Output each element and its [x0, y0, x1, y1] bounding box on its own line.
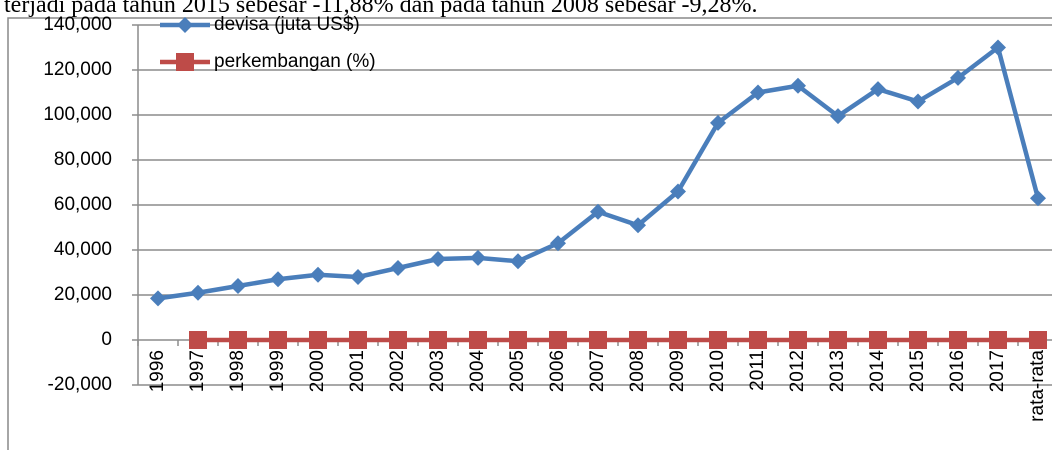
- legend-label: devisa (juta US$): [214, 14, 360, 35]
- y-tick-label: 0: [101, 329, 112, 350]
- point: [629, 331, 647, 349]
- point: [909, 331, 927, 349]
- point: [830, 108, 846, 125]
- point: [430, 251, 446, 267]
- series-line: [157, 45, 1041, 301]
- x-tick-label: 2012: [787, 350, 808, 392]
- point: [310, 266, 326, 283]
- x-tick-label: 2000: [307, 350, 328, 392]
- point: [509, 331, 527, 349]
- point: [630, 217, 646, 234]
- point: [750, 84, 766, 101]
- x-tick-label: 2002: [387, 350, 408, 392]
- x-tick-label: 2016: [947, 350, 968, 392]
- point: [1030, 190, 1046, 207]
- point: [429, 331, 447, 349]
- y-tick-label: 40,000: [54, 239, 112, 260]
- point: [710, 114, 726, 131]
- point: [950, 69, 966, 86]
- x-tick-label: 2010: [707, 350, 728, 392]
- x-tick-label: 2009: [667, 350, 688, 392]
- point: [749, 331, 767, 349]
- point: [190, 284, 206, 301]
- point: [989, 331, 1007, 349]
- point: [389, 331, 407, 349]
- point: [350, 269, 366, 285]
- point: [550, 235, 566, 252]
- x-tick-label: rata-rata: [1027, 350, 1048, 422]
- point: [230, 278, 246, 294]
- point: [270, 271, 286, 288]
- point: [349, 331, 367, 349]
- point: [469, 331, 487, 349]
- legend-label: perkembangan (%): [214, 51, 376, 72]
- y-tick-label: 80,000: [54, 149, 112, 170]
- x-tick-label: 2013: [827, 350, 848, 392]
- x-tick-label: 2011: [747, 350, 768, 391]
- x-tick-label: 2014: [867, 350, 888, 393]
- point: [470, 249, 486, 266]
- point: [269, 331, 287, 349]
- y-tick-label: 120,000: [43, 59, 112, 80]
- x-tick-label: 2006: [547, 350, 568, 392]
- point: [177, 17, 193, 33]
- point: [549, 331, 567, 349]
- point: [829, 331, 847, 349]
- x-tick-label: 2008: [627, 350, 648, 392]
- point: [189, 331, 207, 349]
- point: [869, 331, 887, 349]
- point: [910, 93, 926, 110]
- x-tick-label: 2003: [427, 350, 448, 392]
- x-tick-label: 2001: [347, 350, 368, 392]
- point: [510, 253, 526, 270]
- x-tick-label: 2005: [507, 350, 528, 392]
- point: [949, 331, 967, 349]
- y-tick-label: 140,000: [43, 14, 112, 35]
- point: [790, 77, 806, 94]
- x-tick-label: 2015: [907, 350, 928, 392]
- x-tick-label: 2007: [587, 350, 608, 392]
- point: [1029, 331, 1047, 349]
- point: [669, 331, 687, 349]
- x-tick-label: 1999: [267, 350, 288, 392]
- point: [670, 183, 686, 200]
- point: [589, 331, 607, 349]
- intro-text: terjadi pada tahun 2015 sebesar -11,88% …: [4, 0, 758, 18]
- x-tick-label: 1997: [187, 350, 208, 392]
- x-tick-label: 1998: [227, 350, 248, 392]
- y-tick-label: 20,000: [54, 284, 112, 305]
- y-tick-label: -20,000: [48, 374, 112, 395]
- y-tick-label: 60,000: [54, 194, 112, 215]
- x-tick-label: 2004: [467, 350, 488, 393]
- x-tick-label: 2017: [987, 350, 1008, 392]
- point: [789, 331, 807, 349]
- point: [870, 81, 886, 98]
- point: [590, 203, 606, 220]
- chart-frame: [7, 17, 1052, 450]
- point: [150, 290, 166, 307]
- point: [390, 260, 406, 276]
- point: [990, 39, 1006, 56]
- point: [309, 331, 327, 349]
- y-tick-label: 100,000: [43, 104, 112, 125]
- point: [176, 53, 194, 71]
- point: [709, 331, 727, 349]
- point: [229, 331, 247, 349]
- x-tick-label: 1996: [147, 350, 168, 392]
